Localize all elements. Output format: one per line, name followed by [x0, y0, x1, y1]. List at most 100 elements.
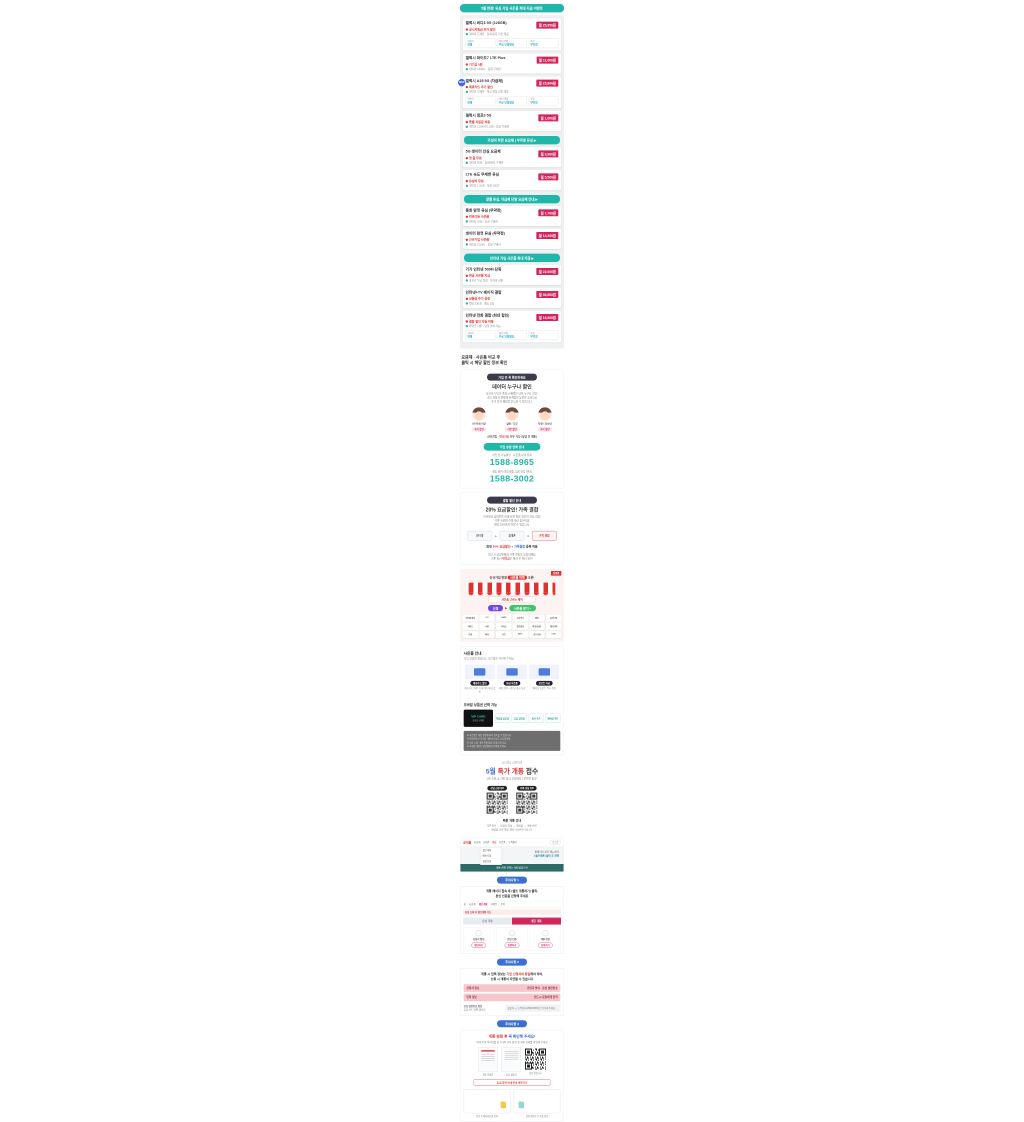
equals-icon: = — [526, 533, 530, 539]
plan-highlight: 결합 할인 자동 적용 — [465, 319, 559, 323]
plan-title: 기가 인터넷 500M 단독 — [465, 267, 502, 272]
brand-chip[interactable]: GS25 — [495, 614, 512, 622]
gifts-heading: 사은품 안내 — [463, 651, 482, 656]
brand-chip[interactable]: CU — [479, 614, 495, 622]
note-pre: 신규가입 · — [487, 435, 500, 439]
shot2-nav-item[interactable]: 홈 — [463, 903, 466, 906]
brand-chip[interactable]: 다이소 — [495, 623, 512, 631]
qr-title-dark: 접수 — [523, 767, 539, 775]
plan-card[interactable]: 인터넷 전화 결합 (최대 할인) 월 16,500원 결합 할인 자동 적용 위약금… — [462, 310, 562, 343]
awning-icon — [468, 582, 556, 593]
qr-code — [516, 792, 538, 814]
plan-card[interactable]: 기가 인터넷 500M 단독 월 22,000원 현금 사은품 지급 공유기 무료 임… — [462, 264, 562, 285]
price-badge: 월 22,000원 — [536, 267, 559, 275]
plan-section-header[interactable]: 알뜰 유심, 자급제 단말 요금제 안내 ▶ — [463, 194, 560, 204]
plan-card[interactable]: 갤럭시 와이드7 LTE Plus 월 11,000원 기기값 0원 데이터 15GB… — [462, 53, 562, 74]
apply-pill[interactable]: 신청 — [488, 605, 503, 612]
plan-highlight: 번호이동 사은품 — [465, 214, 559, 218]
site-menu-item[interactable]: 요금제 — [473, 841, 481, 844]
card3-left-2: 유심 카드 뒷면 13자리 — [463, 1008, 486, 1012]
site-menu-item[interactable]: 사은품 — [499, 841, 506, 844]
plan-title: 5G 데이터 안심 요금제 — [465, 149, 501, 154]
brand-chip[interactable]: 교촌 — [495, 631, 512, 639]
dropdown-item[interactable]: 배송조회 — [480, 853, 502, 859]
giftcard-chip[interactable]: 주유 상품권 — [511, 713, 527, 723]
shot2-nav-item[interactable]: 셀프개통 — [478, 903, 488, 906]
brand-chip[interactable]: 이마트 — [462, 623, 478, 631]
shot2-col-button[interactable]: 확인하기 — [471, 942, 486, 948]
page-strip: 5월 한정! 유심 가입 사은품 최대 지급 이벤트 갤럭시 버디3 5G (1… — [458, 0, 564, 1122]
shot2-nav-item[interactable]: 문의 — [500, 903, 505, 906]
plan-title: 통화 맘껏 유심 (무약정) — [465, 208, 502, 213]
brand-chip[interactable]: 투썸 — [462, 631, 478, 639]
site-dropdown-menu: 셀프개통 배송조회 상담신청 — [480, 847, 502, 865]
receive-gift-pill[interactable]: 사은품 받기 > — [509, 605, 536, 612]
market-top-pill: 사은품 마켓 — [507, 575, 528, 580]
shot2-nav-item[interactable]: 이벤트 — [490, 903, 498, 906]
site-menu-item[interactable]: 휴대폰 — [483, 841, 490, 844]
chip-value: 무료 당일발송 — [498, 43, 515, 47]
brand-chip[interactable]: 올리브영 — [545, 614, 562, 622]
person-avatar-icon — [472, 407, 486, 421]
dropdown-item[interactable]: 셀프개통 — [480, 848, 502, 854]
brand-chip[interactable]: 파리바게뜨 — [529, 623, 545, 631]
shot2-col-button[interactable]: 신청하기 — [538, 942, 553, 948]
plan-card[interactable]: 통화 맘껏 유심 (무약정) 월 7,700원 번호이동 사은품 데이터 2GB · … — [462, 205, 562, 227]
plan-section-header[interactable]: 가성비 착한 요금제 | 무약정 유심 ▶ — [463, 135, 560, 145]
shot2-columns: 신청서 확인 확인하기 본인 인증 인증하기 개통 완료 신청하기 — [462, 927, 561, 951]
brand-chip[interactable]: 베라 — [479, 631, 495, 639]
site-menu-item[interactable]: 유심 — [492, 841, 497, 844]
shot2-tab[interactable]: 유심 개통 — [462, 917, 512, 925]
plan-card[interactable]: 갤럭시 버디3 5G (128GB) 월 25,850원 공시지원금 추가 할인 데이… — [462, 18, 562, 51]
brand-chip[interactable]: 메가커피 — [545, 623, 562, 631]
top-banner[interactable]: 5월 한정! 유심 가입 사은품 최대 지급 이벤트 — [460, 4, 564, 13]
plan-card[interactable]: 인터넷+TV 베이직 결합 월 30,800원 상품권 추가 증정 채널 230개 ·… — [462, 287, 562, 308]
giftcard-chip[interactable]: 백화점 상품권 — [494, 713, 511, 723]
dropdown-item[interactable]: 상담신청 — [480, 859, 502, 865]
market-corner-badge: 진행중 — [550, 570, 562, 576]
brand-chip[interactable]: 배민 — [529, 614, 545, 622]
document-thumbnail-2 — [501, 1047, 521, 1072]
giftcard-chip[interactable]: 외식 쿠폰 — [528, 713, 544, 723]
gift-caption: 멤버십 포인트 즉시 적립 — [532, 687, 556, 690]
login-button[interactable]: 로그인 — [549, 839, 561, 845]
brand-chip[interactable]: 롯데리아 — [512, 623, 528, 631]
plan-card[interactable]: LTE 속도 무제한 유심 월 5,500원 유심비 무료 데이터 1.5GB · 통… — [462, 169, 562, 191]
data-dot-icon — [465, 67, 468, 71]
note-post: 모두 가능 (상담 후 개통) — [509, 435, 537, 439]
brand-chip[interactable]: 맘스터치 — [529, 631, 545, 639]
brand-chip[interactable]: 네이버페이 — [462, 614, 478, 622]
plan-highlight: 제휴카드 추가 할인 — [465, 85, 559, 89]
plan-card[interactable]: 갤럭시 점프3 5G 월 1,000원 특별 지원금 적용 데이터 11GB+일 2G… — [462, 111, 562, 132]
data-dot-icon — [465, 184, 468, 187]
chip-value: 면제 — [467, 101, 473, 105]
brand-chip[interactable]: BHC — [512, 631, 528, 639]
shot1-footer: 개통 관련 문의는 채팅상담으로 — [460, 863, 564, 872]
brand-chip[interactable]: 스타벅스 — [512, 614, 528, 622]
thumb1-caption: 개통 안내문 — [482, 1073, 494, 1077]
giftcard-chip[interactable]: 편의점 쿠폰 — [545, 713, 561, 723]
plus-icon: + — [494, 533, 497, 539]
thumb2-caption: 유심 설명서 — [505, 1073, 517, 1077]
site-menu: 요금제 휴대폰 유심 사은품 고객센터 — [474, 841, 517, 844]
shot2-nav-item[interactable]: 요금제 — [469, 903, 476, 906]
plan-card[interactable]: 5G 데이터 안심 요금제 월 9,900원 첫 달 무료 데이터 6GB · 통화/… — [462, 146, 562, 168]
call1-number[interactable]: 1588-8965 — [489, 457, 535, 468]
pink-info-row: 입력 정보 반드시 동일하게 입력 — [463, 993, 561, 1002]
fine-print: ※ 사은품은 개통 유형에 따라 상이할 수 있습니다. ※ 번호이동/신규가입 … — [463, 730, 561, 751]
plan-detail: 채널 230개 · 셋톱 포함 — [465, 301, 559, 305]
brand-chip[interactable]: 쿠팡 — [479, 623, 495, 631]
plan-section-header[interactable]: 인터넷 가입 사은품 최대 지원 ▶ — [463, 253, 560, 262]
call-pill: 가입 상담 전화 안내 — [483, 443, 541, 451]
data-dot-icon — [465, 279, 468, 282]
plan-card[interactable]: NEW 갤럭시 A25 5G (자급제) 월 25,800원 제휴카드 추가 할인 데이… — [458, 76, 562, 109]
plan-card[interactable]: 데이터 맘껏 유심 (무약정) 월 14,300원 신규가입 사은품 데이터 11GB… — [462, 228, 562, 249]
shot2-tab[interactable]: 셀프 개통 — [511, 917, 561, 925]
shot2-col-button[interactable]: 인증하기 — [504, 942, 520, 948]
call2-number[interactable]: 1588-3002 — [489, 473, 535, 484]
video-link-box[interactable]: 유심 장착 안내 영상 바로가기 — [473, 1079, 551, 1086]
market-sign: 사은품 고르는 재미 — [488, 596, 536, 604]
brand-chip[interactable]: CGV — [545, 631, 562, 639]
family-foot2-red: 위약금 — [502, 556, 510, 560]
site-menu-item[interactable]: 고객센터 — [508, 841, 517, 844]
